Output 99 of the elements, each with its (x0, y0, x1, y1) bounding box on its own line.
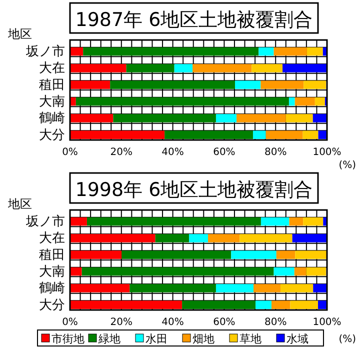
bar (70, 284, 130, 292)
bar (256, 300, 272, 309)
bar (290, 300, 318, 309)
bar (313, 284, 327, 292)
bar (294, 97, 315, 106)
x-tick-label: 80% (264, 317, 287, 328)
chart-title: 1987年 6地区土地被覆割合 (75, 9, 313, 31)
legend-label: 水域 (286, 332, 308, 346)
legend-label: 水田 (146, 332, 168, 346)
y-axis-title: 地区 (7, 197, 32, 211)
y-tick-label: 大南 (39, 94, 65, 110)
x-axis-title: (%) (338, 334, 356, 345)
x-tick-label: 100% (312, 147, 342, 158)
bar (312, 114, 327, 122)
bar (70, 300, 182, 309)
x-axis-title: (%) (338, 160, 356, 171)
bar (292, 234, 327, 242)
x-tick-label: 20% (110, 147, 133, 158)
y-axis-title: 地区 (7, 27, 32, 41)
bar (70, 217, 87, 226)
bar (318, 300, 327, 309)
legend-label: 緑地 (98, 332, 120, 346)
bar (288, 97, 295, 106)
y-tick-label: 大分 (39, 298, 65, 313)
y-tick-label: 稙田 (39, 248, 65, 263)
bar (86, 217, 261, 226)
bar (83, 47, 259, 56)
bar (294, 267, 306, 276)
y-tick-label: 大分 (39, 128, 65, 143)
bar (282, 64, 327, 72)
y-tick-label: 大南 (39, 264, 65, 280)
y-tick-label: 鶴崎 (39, 111, 65, 126)
x-tick-label: 60% (213, 147, 236, 158)
bar (70, 234, 156, 242)
bar (192, 64, 252, 72)
bar (252, 64, 283, 72)
x-tick-label: 40% (162, 147, 184, 158)
bar (274, 47, 307, 56)
bar (304, 80, 326, 89)
y-tick-label: 鶴崎 (39, 281, 65, 296)
bar (318, 130, 327, 139)
x-tick-label: 100% (312, 317, 342, 328)
bar (240, 234, 292, 242)
bar (306, 267, 326, 276)
bar (252, 130, 266, 139)
bar (164, 130, 253, 139)
legend-label: 畑地 (192, 332, 214, 346)
bar (258, 47, 274, 56)
bar (266, 130, 303, 139)
bar (216, 114, 237, 122)
y-tick-label: 大在 (39, 231, 65, 246)
bar (271, 300, 290, 309)
bar (126, 64, 174, 72)
bar (188, 234, 208, 242)
bar (70, 250, 122, 259)
bar (110, 80, 235, 89)
bar (70, 64, 126, 72)
legend-label: 市街地 (52, 332, 84, 346)
bar (289, 217, 304, 226)
x-tick-label: 40% (162, 317, 184, 328)
x-tick-label: 60% (213, 317, 236, 328)
y-tick-label: 稙田 (39, 78, 65, 93)
bar (70, 80, 110, 89)
bar (130, 284, 216, 292)
y-tick-label: 大在 (39, 61, 65, 76)
bar (82, 267, 274, 276)
bar (76, 97, 289, 106)
bar (306, 47, 323, 56)
bar (155, 234, 189, 242)
bar (216, 284, 254, 292)
bar (280, 284, 314, 292)
bar (231, 250, 276, 259)
bar (182, 300, 256, 309)
bar (234, 80, 261, 89)
bar (314, 97, 325, 106)
bar (302, 130, 318, 139)
x-tick-label: 20% (110, 317, 133, 328)
bar (260, 217, 290, 226)
x-tick-label: 80% (264, 147, 287, 158)
bar (70, 130, 165, 139)
bar (208, 234, 240, 242)
bar (254, 284, 280, 292)
x-tick-label: 0% (62, 317, 78, 328)
bar (286, 114, 313, 122)
bar (174, 64, 193, 72)
legend-label: 草地 (240, 332, 262, 346)
y-tick-label: 坂ノ市 (25, 44, 65, 60)
bar (113, 114, 216, 122)
bar (276, 250, 296, 259)
bar (236, 114, 286, 122)
chart-title: 1998年 6地区土地被覆割合 (75, 179, 313, 201)
bar (70, 114, 114, 122)
bar (303, 217, 324, 226)
bar (274, 267, 294, 276)
y-tick-label: 坂ノ市 (25, 214, 65, 230)
bar (295, 250, 327, 259)
bar (260, 80, 304, 89)
bar (122, 250, 232, 259)
x-tick-label: 0% (62, 147, 78, 158)
